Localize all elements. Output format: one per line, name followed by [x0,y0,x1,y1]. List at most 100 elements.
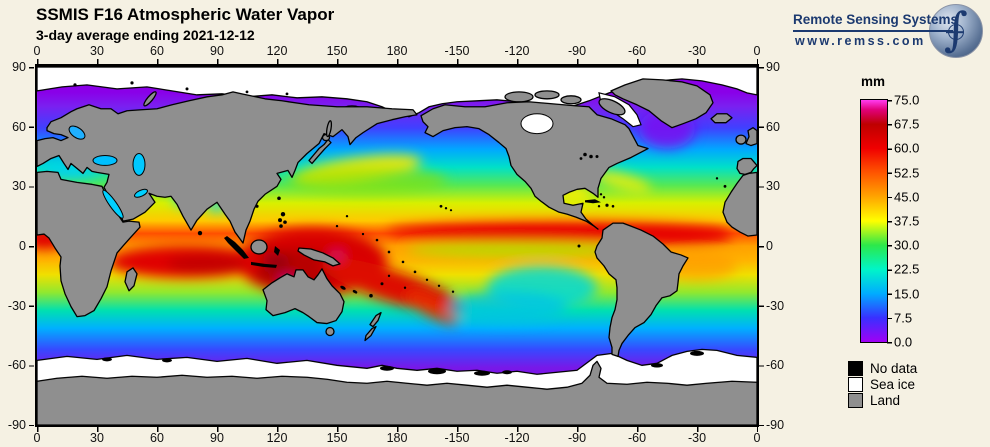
x-axis-ticks-top [37,59,758,64]
borneo [250,239,268,255]
x-tick-label: 180 [386,431,408,445]
x-tick-label: 150 [326,431,348,445]
colorbar-labels: 75.0 67.5 60.0 52.5 45.0 37.5 30.0 22.5 … [894,93,938,350]
sea-ice-swatch [848,376,863,392]
x-tick-label: 120 [266,44,288,58]
north-america [420,101,649,230]
tasmania [325,326,335,337]
colorbar-tick-label: 7.5 [894,310,913,326]
remss-logo: ∫ Remote Sensing Systems www.remss.com [793,2,989,58]
world-map-plot [35,64,759,427]
x-tick-label: 60 [150,431,164,445]
x-tick-label: 0 [33,44,41,58]
logo-url: www.remss.com [795,34,926,48]
no-data-swatch [848,360,863,376]
novaya-zemlya [143,91,157,107]
colorbar [860,99,888,343]
y-tick-label: -60 [766,358,785,373]
africa-east [37,170,141,318]
page-subtitle: 3-day average ending 2021-12-12 [36,27,255,43]
arctic-sea-ice [37,67,757,118]
colorbar-tick-label: 22.5 [894,261,920,277]
colorbar-unit-label: mm [860,74,885,89]
y-tick-label: 60 [766,119,780,134]
colorbar-tick-label: 45.0 [894,189,920,205]
x-tick-label: -30 [687,44,707,58]
x-axis-labels-top: 0 30 60 90 120 150 180 -150 -120 -90 -60… [33,44,761,58]
x-axis-ticks-bottom [37,427,758,432]
y-tick-label: -30 [7,298,26,313]
hudson-bay-ice [520,113,554,135]
y-tick-label: 0 [766,239,773,253]
colorbar-ticks [887,100,892,344]
y-axis-ticks-left [29,67,34,426]
y-tick-label: -90 [7,418,26,432]
colorbar-tick-label: 0.0 [894,334,913,350]
britain [745,127,757,147]
x-tick-label: 0 [753,431,761,445]
baffin-island [598,98,626,116]
antarctica [37,360,757,425]
x-tick-label: 0 [753,44,761,58]
persian-gulf [134,188,148,198]
colorbar-tick-label: 15.0 [894,286,920,302]
iberia [736,157,757,176]
colorbar-tick-label: 60.0 [894,140,920,156]
y-tick-label: -30 [766,298,785,313]
x-tick-label: 150 [326,44,348,58]
land-swatch [848,392,863,408]
x-tick-label: -60 [627,44,647,58]
caspian-sea [132,153,146,176]
x-tick-label: 60 [150,44,164,58]
logo-name: Remote Sensing Systems [793,12,958,32]
y-tick-label: 60 [12,119,26,134]
y-tick-label: 90 [12,60,26,74]
japan [308,138,332,165]
legend-label: Sea ice [870,376,916,392]
legend-label: No data [870,360,918,376]
arctic-island [504,91,534,103]
south-america [594,222,689,358]
new-zealand-north [369,311,382,328]
legend-item-sea-ice: Sea ice [848,376,917,392]
legend-item-land: Land [848,392,917,408]
madagascar [124,267,138,292]
x-tick-label: 90 [210,431,224,445]
y-tick-label: 30 [766,179,780,194]
new-guinea [297,247,341,267]
new-zealand-south [364,325,377,342]
y-axis-ticks-right [759,67,764,426]
colorbar-tick-label: 52.5 [894,165,920,181]
x-tick-label: -60 [627,431,647,445]
x-tick-label: -150 [444,431,470,445]
arctic-island [534,90,560,100]
sakhalin [325,120,333,138]
x-tick-label: -90 [567,44,587,58]
colorbar-tick-label: 67.5 [894,116,920,132]
x-tick-label: 90 [210,44,224,58]
y-tick-label: 90 [766,60,780,74]
black-sea [92,155,118,166]
x-tick-label: -120 [504,44,530,58]
x-tick-label: 30 [90,44,104,58]
x-tick-label: -90 [567,431,587,445]
red-sea [102,189,124,219]
iceland [710,113,733,124]
y-tick-label: 30 [12,179,26,194]
greenland [610,78,714,129]
colorbar-tick-label: 75.0 [894,92,920,108]
x-axis-labels-bottom: 0 30 60 90 120 150 180 -150 -120 -90 -60… [33,431,761,445]
africa-west [722,171,757,237]
page-title: SSMIS F16 Atmospheric Water Vapor [36,5,335,24]
x-tick-label: 30 [90,431,104,445]
x-tick-label: 0 [33,431,41,445]
ireland [735,134,747,145]
y-tick-label: -60 [7,358,26,373]
y-tick-label: -90 [766,418,785,432]
y-axis-labels-left: 90 60 30 0 -30 -60 -90 [0,60,26,432]
legend-label: Land [870,392,901,408]
island-and-no-data-specks [73,81,727,376]
legend-item-no-data: No data [848,360,917,376]
australia [262,268,345,325]
